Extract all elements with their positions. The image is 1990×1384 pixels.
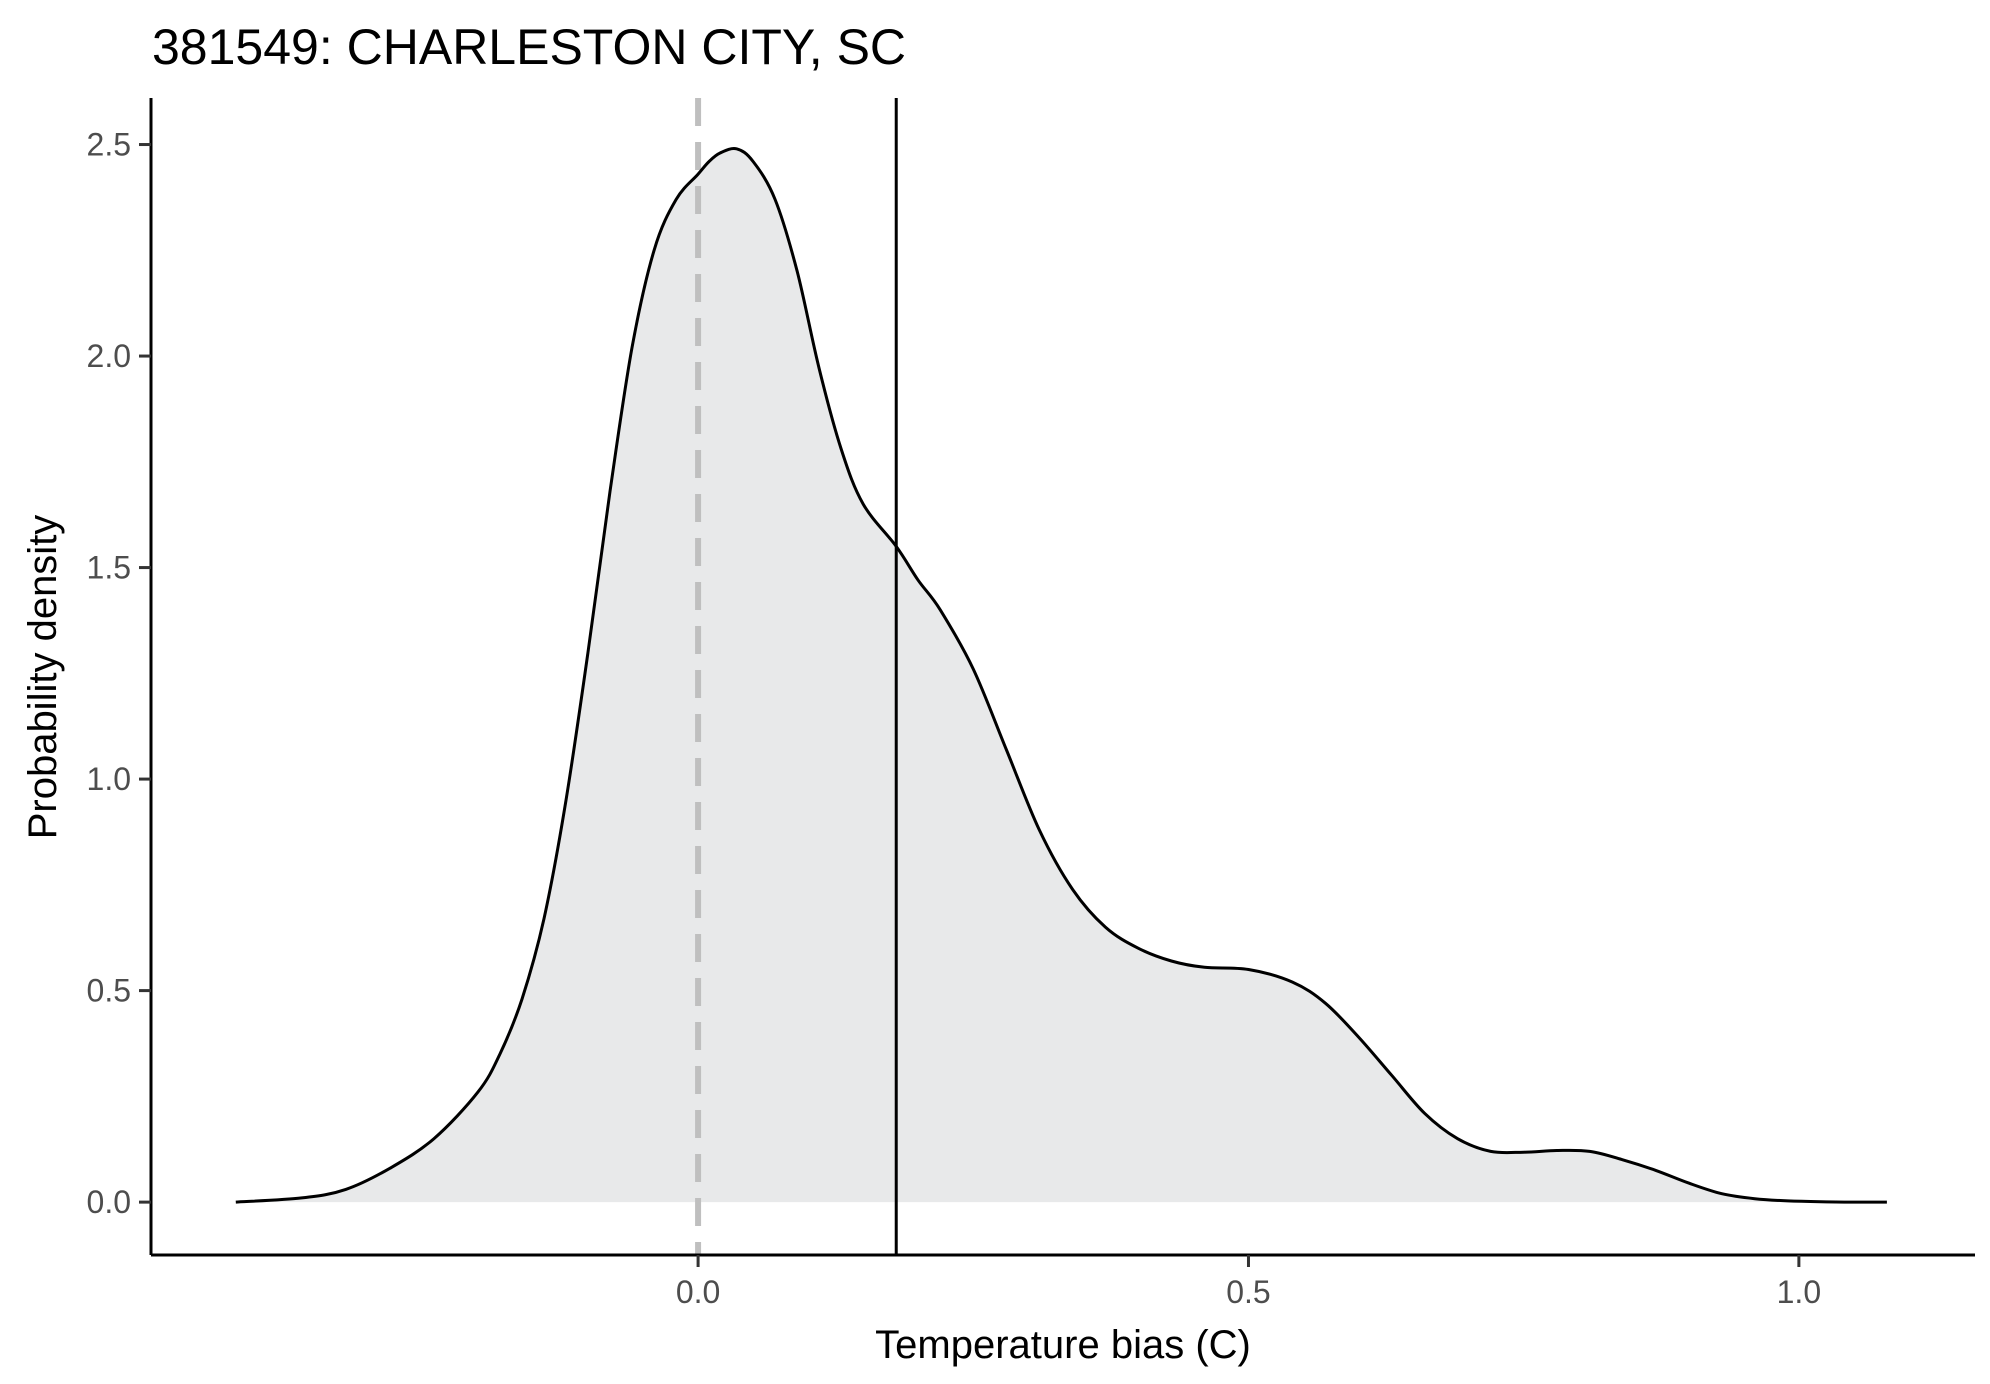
y-tick-label: 2.0 (87, 338, 131, 374)
y-tick-label: 0.5 (87, 973, 131, 1009)
density-area (235, 148, 1887, 1203)
chart-title: 381549: CHARLESTON CITY, SC (152, 19, 906, 75)
y-tick-label: 0.0 (87, 1184, 131, 1220)
plot-panel (235, 98, 1887, 1255)
x-axis-ticks: 0.0 0.5 1.0 (676, 1255, 1821, 1310)
y-axis-ticks: 0.0 0.5 1.0 1.5 2.0 2.5 (87, 127, 151, 1220)
x-tick-label: 0.0 (676, 1274, 720, 1310)
y-tick-label: 2.5 (87, 127, 131, 163)
density-curve (235, 146, 1887, 1204)
x-axis-label: Temperature bias (C) (875, 1323, 1251, 1367)
x-tick-label: 0.5 (1226, 1274, 1270, 1310)
x-tick-label: 1.0 (1777, 1274, 1821, 1310)
y-axis-label: Probability density (21, 515, 65, 840)
y-tick-label: 1.0 (87, 761, 131, 797)
y-tick-label: 1.5 (87, 550, 131, 586)
